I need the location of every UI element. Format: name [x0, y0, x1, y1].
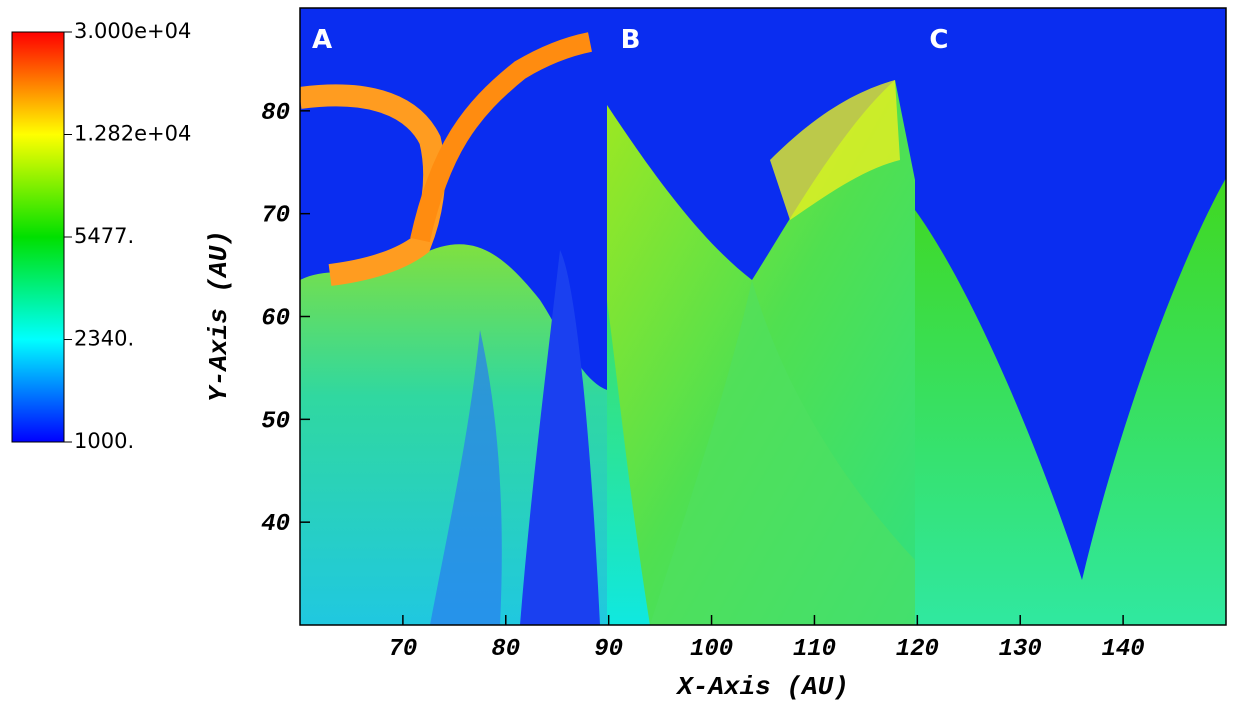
- panel-label: A: [312, 25, 332, 55]
- y-axis-label: Y-Axis (AU): [204, 230, 234, 402]
- colorbar: [11, 31, 65, 443]
- y-tick-label: 80: [261, 100, 290, 127]
- colorbar-tick-label: 1.282e+04: [74, 121, 191, 145]
- panel-label: B: [621, 25, 641, 55]
- x-axis-label: X-Axis (AU): [675, 672, 849, 702]
- y-tick-label: 40: [261, 511, 290, 538]
- colorbar-tick-label: 1000.: [74, 429, 134, 453]
- x-tick-label: 100: [690, 636, 733, 663]
- colorbar-tick-label: 5477.: [74, 224, 134, 248]
- x-tick-label: 90: [594, 636, 623, 663]
- colorbar-tick-label: 2340.: [74, 327, 134, 351]
- y-tick-label: 50: [261, 408, 290, 435]
- x-tick-label: 80: [491, 636, 520, 663]
- y-tick-label: 60: [261, 306, 290, 333]
- x-tick-label: 120: [896, 636, 939, 663]
- x-tick-label: 130: [999, 636, 1042, 663]
- x-tick-label: 110: [793, 636, 836, 663]
- x-tick-label: 70: [388, 636, 417, 663]
- panel-label: C: [929, 25, 948, 55]
- y-tick-label: 70: [261, 203, 290, 230]
- colorbar-tick-label: 3.000e+04: [74, 19, 191, 43]
- field: [300, 8, 1226, 625]
- x-tick-label: 140: [1102, 636, 1145, 663]
